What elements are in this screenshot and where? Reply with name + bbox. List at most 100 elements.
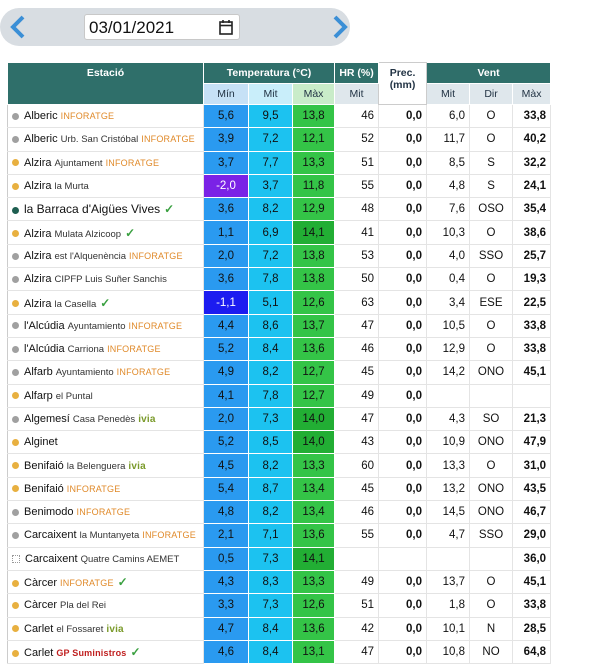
source-icon bbox=[12, 554, 20, 563]
mit-cell: 7,3 bbox=[248, 406, 293, 432]
max-cell: 13,1 bbox=[291, 639, 336, 664]
station-row: Alzira CIPFP Luis Suñer Sanchis 3,6 7,8 13,8… bbox=[7, 267, 552, 292]
hr-cell: 49 bbox=[334, 383, 380, 408]
validated-check: ✓ bbox=[164, 202, 175, 217]
wind_dir-cell: ONO bbox=[469, 476, 514, 502]
wind_max-cell: 32,2 bbox=[512, 150, 552, 175]
wind_dir-cell: O bbox=[469, 127, 514, 152]
prec-cell: 0,0 bbox=[378, 383, 428, 408]
mit-cell: 8,2 bbox=[248, 500, 293, 525]
wind_mit-cell: 4,0 bbox=[426, 243, 471, 269]
station-cell: la Barraca d'Aigües Vives ✓ bbox=[7, 197, 204, 222]
wind_max-cell: 64,8 bbox=[512, 639, 552, 664]
station-name: Carlet bbox=[24, 622, 54, 635]
station-name: Alzira bbox=[24, 180, 52, 193]
wind_mit-cell: 6,0 bbox=[426, 103, 471, 129]
hr-cell: 42 bbox=[334, 616, 380, 641]
header: Temperatura (°C) bbox=[202, 62, 336, 84]
station-cell: Alzira est l'Alquenència INFORATGE bbox=[7, 243, 204, 269]
hr-cell: 50 bbox=[334, 267, 380, 292]
wind_max-cell: 28,5 bbox=[512, 616, 552, 641]
station-cell: l'Alcúdia Carriona INFORATGE bbox=[7, 336, 204, 362]
station-cell: Càrcer Pla del Rei bbox=[7, 593, 204, 618]
network-badge: INFORATGE bbox=[116, 367, 171, 378]
network-badge: INFORATGE bbox=[129, 250, 183, 261]
wind_mit-cell: 11,7 bbox=[426, 127, 471, 152]
hr-cell: 52 bbox=[334, 127, 380, 152]
min-cell: -2,0 bbox=[203, 173, 249, 199]
station-name: Alzira bbox=[24, 156, 52, 169]
station-row: Benifaió INFORATGE 5,4 8,7 13,4 45 0,0 13,2 ONO 4… bbox=[7, 476, 552, 502]
station-row: Carcaixent Quatre Camins AEMET 0,5 7,3 14,1 3… bbox=[7, 546, 552, 571]
station-place: Casa Penedès bbox=[72, 414, 136, 425]
station-row: Alfarb Ayuntamiento INFORATGE 4,9 8,2 12,7 45 0… bbox=[7, 360, 552, 385]
status-dot bbox=[12, 159, 19, 167]
wind_mit-cell bbox=[426, 383, 471, 408]
network-badge: ivia bbox=[128, 460, 146, 472]
wind_mit-cell: 3,4 bbox=[426, 290, 471, 315]
station-name: Alberic bbox=[24, 110, 58, 123]
prec-cell: 0,0 bbox=[378, 360, 428, 385]
station-name: Alginet bbox=[24, 436, 58, 449]
prec-cell: 0,0 bbox=[378, 127, 428, 152]
wind_dir-cell bbox=[469, 383, 514, 408]
station-row: l'Alcúdia Ayuntamiento INFORATGE 4,4 8,6 13,7… bbox=[7, 313, 552, 338]
station-row: Alberic Urb. San Cristóbal INFORATGE 3,9 7,2… bbox=[7, 127, 552, 152]
stations-table: Estació Temperatura (°C) HR (%) Prec. (m… bbox=[7, 62, 552, 664]
mit-cell: 7,2 bbox=[248, 243, 293, 269]
wind_dir-cell: SSO bbox=[469, 523, 514, 548]
station-name: Alberic bbox=[24, 133, 58, 146]
table-body: Alberic INFORATGE 5,6 9,5 13,8 46 0,0 6,0 O 33,8 A… bbox=[7, 103, 552, 664]
station-place: Ayuntamiento bbox=[67, 320, 126, 332]
hr-cell: 45 bbox=[334, 476, 380, 502]
prec-cell: 0,0 bbox=[378, 103, 428, 129]
wind_max-cell: 35,4 bbox=[512, 197, 552, 222]
min-cell: 5,2 bbox=[203, 430, 249, 455]
station-row: Carlet GP Suministros ✓ 4,6 8,4 13,1 47 0,0 10,8… bbox=[7, 639, 552, 664]
wind_max-cell: 38,6 bbox=[512, 220, 552, 245]
status-dot bbox=[12, 300, 19, 308]
status-dot bbox=[12, 206, 19, 214]
station-name: l'Alcúdia bbox=[24, 319, 65, 332]
header: HR (%) bbox=[334, 62, 380, 84]
wind_max-cell: 33,8 bbox=[512, 313, 552, 338]
max-cell: 13,4 bbox=[291, 500, 336, 525]
wind_max-cell: 33,8 bbox=[512, 103, 552, 129]
next-day[interactable] bbox=[326, 14, 352, 40]
prec-cell: 0,0 bbox=[378, 150, 428, 175]
date-value: 03/01/2021 bbox=[89, 18, 175, 37]
station-cell: Alzira CIPFP Luis Suñer Sanchis bbox=[7, 267, 204, 292]
wind_dir-cell: NO bbox=[469, 639, 514, 664]
hr-cell: 60 bbox=[334, 453, 380, 478]
wind_max-cell: 45,1 bbox=[512, 569, 552, 595]
max-cell: 14,1 bbox=[291, 220, 336, 245]
calendar-icon[interactable] bbox=[219, 20, 233, 35]
wind_dir-cell: OSO bbox=[469, 197, 514, 222]
max-cell: 12,6 bbox=[291, 593, 336, 618]
prec-cell: 0,0 bbox=[378, 430, 428, 455]
min-cell: 5,4 bbox=[203, 476, 249, 502]
prev-day[interactable] bbox=[6, 14, 32, 40]
hr-cell bbox=[334, 546, 380, 571]
station-place: la Murta bbox=[54, 181, 89, 193]
wind_mit-cell: 4,3 bbox=[426, 406, 471, 432]
station-row: Alzira est l'Alquenència INFORATGE 2,0 7,2 13… bbox=[7, 243, 552, 269]
station-cell: Benifaió INFORATGE bbox=[7, 476, 204, 502]
prec-cell: 0,0 bbox=[378, 569, 428, 595]
min-cell: 2,1 bbox=[203, 523, 249, 548]
hr-cell: 41 bbox=[334, 220, 380, 245]
status-dot bbox=[12, 230, 19, 238]
network-badge: INFORATGE bbox=[60, 578, 114, 589]
max-cell: 13,3 bbox=[291, 453, 336, 478]
prec-cell: 0,0 bbox=[378, 267, 428, 292]
station-cell: Carcaixent Quatre Camins AEMET bbox=[7, 546, 204, 571]
max-cell: 14,0 bbox=[291, 430, 336, 455]
station-row: Alberic INFORATGE 5,6 9,5 13,8 46 0,0 6,0 O 33,8 bbox=[7, 103, 552, 129]
wind_dir-cell: ONO bbox=[469, 500, 514, 525]
min-cell: 5,2 bbox=[203, 336, 249, 362]
wind_max-cell: 24,1 bbox=[512, 173, 552, 199]
hr-cell: 47 bbox=[334, 406, 380, 432]
mit-cell: 6,9 bbox=[248, 220, 293, 245]
mit-cell: 8,4 bbox=[248, 616, 293, 641]
date-input[interactable]: 03/01/2021 bbox=[84, 14, 240, 40]
